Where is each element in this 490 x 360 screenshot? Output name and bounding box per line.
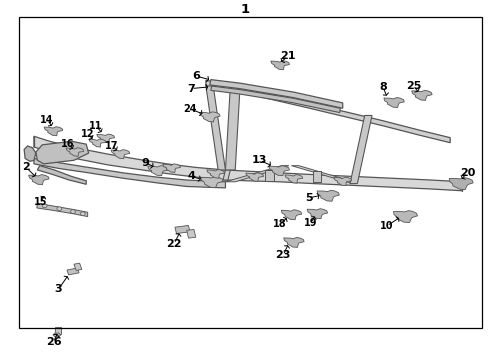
Polygon shape [175, 225, 190, 234]
Polygon shape [199, 112, 220, 122]
Polygon shape [225, 166, 289, 182]
Polygon shape [225, 170, 463, 191]
Polygon shape [163, 164, 180, 172]
Polygon shape [223, 170, 230, 180]
Polygon shape [412, 90, 432, 100]
Text: 21: 21 [280, 51, 296, 61]
Polygon shape [53, 333, 61, 337]
Text: 14: 14 [40, 115, 54, 125]
Text: 5: 5 [305, 193, 312, 203]
Circle shape [80, 212, 85, 216]
Text: 1: 1 [241, 3, 249, 16]
Polygon shape [34, 158, 225, 188]
Polygon shape [284, 237, 304, 247]
Polygon shape [314, 171, 321, 182]
Circle shape [57, 207, 62, 211]
Text: 15: 15 [34, 197, 48, 207]
Text: 4: 4 [187, 171, 195, 181]
Polygon shape [66, 148, 84, 156]
Text: 6: 6 [192, 71, 200, 81]
Text: 20: 20 [460, 168, 475, 178]
Text: 10: 10 [380, 221, 393, 231]
Polygon shape [97, 134, 115, 143]
Text: 13: 13 [252, 155, 268, 165]
Polygon shape [269, 166, 290, 176]
Polygon shape [34, 136, 225, 180]
Polygon shape [285, 175, 303, 183]
Bar [19, 17, 482, 328]
Polygon shape [44, 127, 63, 136]
Polygon shape [206, 80, 450, 143]
Polygon shape [225, 86, 240, 170]
Polygon shape [317, 190, 339, 201]
Text: 8: 8 [379, 82, 387, 92]
Polygon shape [334, 177, 351, 186]
Polygon shape [37, 203, 88, 217]
Polygon shape [210, 80, 343, 108]
Circle shape [71, 210, 75, 213]
Text: 25: 25 [406, 81, 421, 91]
Polygon shape [207, 170, 224, 178]
Polygon shape [89, 139, 106, 147]
Text: 7: 7 [187, 84, 195, 94]
Polygon shape [201, 177, 223, 188]
Text: 9: 9 [141, 158, 149, 168]
Polygon shape [206, 86, 225, 170]
Text: 17: 17 [105, 141, 119, 151]
Text: 2: 2 [22, 162, 30, 172]
Polygon shape [449, 177, 473, 189]
Polygon shape [292, 166, 357, 183]
Text: 26: 26 [46, 337, 61, 347]
Polygon shape [271, 61, 290, 70]
Polygon shape [55, 327, 61, 334]
Polygon shape [28, 175, 49, 185]
Polygon shape [37, 166, 86, 184]
Text: 24: 24 [184, 104, 197, 114]
Polygon shape [24, 146, 36, 161]
Text: 23: 23 [275, 250, 291, 260]
Polygon shape [384, 98, 404, 108]
Polygon shape [393, 211, 417, 222]
Text: 22: 22 [167, 239, 182, 249]
Text: 12: 12 [81, 129, 95, 139]
Text: 16: 16 [61, 139, 75, 149]
Polygon shape [187, 229, 196, 238]
Text: 3: 3 [54, 284, 62, 294]
Polygon shape [281, 210, 302, 220]
Polygon shape [74, 263, 82, 270]
Polygon shape [307, 209, 328, 219]
Polygon shape [246, 173, 264, 181]
Text: 11: 11 [89, 121, 103, 131]
Polygon shape [265, 170, 274, 181]
Polygon shape [36, 141, 89, 164]
Text: 19: 19 [304, 218, 318, 228]
Polygon shape [67, 268, 79, 275]
Circle shape [42, 204, 47, 208]
Text: 18: 18 [273, 219, 287, 229]
Polygon shape [111, 150, 130, 159]
Polygon shape [148, 166, 168, 176]
Polygon shape [211, 86, 340, 113]
Polygon shape [350, 116, 372, 184]
